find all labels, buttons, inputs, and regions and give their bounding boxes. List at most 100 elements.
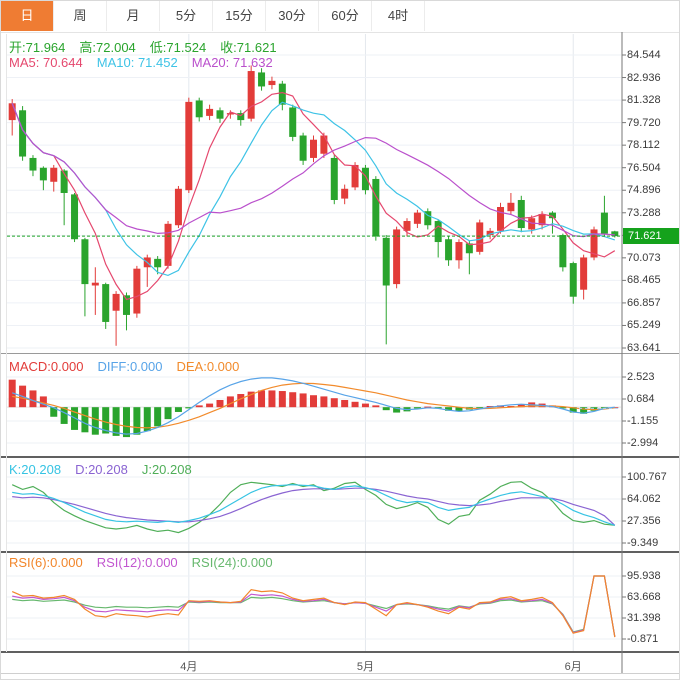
y-axis-label: 63.641 <box>627 342 661 354</box>
macd-bar <box>216 400 224 408</box>
tab-1[interactable]: 周 <box>54 1 107 31</box>
candle-body <box>434 221 442 243</box>
macd-bar <box>206 403 214 408</box>
candle-body <box>226 113 234 115</box>
current-price-tag: 71.621 <box>623 228 679 245</box>
macd-bar <box>39 396 47 408</box>
candle-body <box>112 293 120 311</box>
ma20-value: MA20: 71.632 <box>191 55 273 70</box>
x-axis-label: 4月 <box>180 661 198 673</box>
macd-bar <box>50 407 58 417</box>
tab-0[interactable]: 日 <box>1 1 54 31</box>
tab-4[interactable]: 15分 <box>213 1 266 31</box>
y-axis-label: 2.523 <box>627 371 655 383</box>
macd-bar <box>361 403 369 408</box>
ohlc-low: 低:71.524 <box>149 40 207 55</box>
tab-2[interactable]: 月 <box>107 1 160 31</box>
candle-body <box>413 212 421 224</box>
ohlc-high: 高:72.004 <box>79 40 136 55</box>
macd-bar <box>372 405 380 408</box>
candle-body <box>133 268 141 314</box>
tab-6[interactable]: 60分 <box>319 1 372 31</box>
macd-bar <box>600 407 608 409</box>
macd-bar <box>185 407 193 409</box>
candle-body <box>330 157 338 200</box>
candle-body <box>154 258 162 268</box>
macd-bar <box>91 407 99 435</box>
candle-body <box>611 231 619 237</box>
y-axis-label: 78.112 <box>627 139 660 152</box>
rsi12-value: RSI(12):0.000 <box>96 555 178 570</box>
candle-body <box>382 237 390 286</box>
macd-bar <box>154 407 162 427</box>
macd-bar <box>102 407 110 434</box>
y-axis-label: 82.936 <box>627 71 661 84</box>
y-axis-label: 76.504 <box>627 161 661 174</box>
macd-bar <box>237 394 245 408</box>
ma5-value: MA5: 70.644 <box>9 55 83 70</box>
tab-7[interactable]: 4时 <box>372 1 425 31</box>
candle-body <box>268 80 276 86</box>
macd-row: MACD:0.000 DIFF:0.000 DEA:0.000 <box>9 359 253 374</box>
j-value: J:20.208 <box>141 462 192 477</box>
diff-value: DIFF:0.000 <box>97 359 163 374</box>
candle-body <box>310 139 317 158</box>
kdj-row: K:20.208 D:20.208 J:20.208 <box>9 462 206 477</box>
tab-5[interactable]: 30分 <box>266 1 319 31</box>
y-axis-label: 27.356 <box>627 515 661 527</box>
macd-bar <box>413 407 421 409</box>
ma10-value: MA10: 71.452 <box>96 55 178 70</box>
macd-bar <box>29 390 37 408</box>
candle-body <box>600 212 608 234</box>
macd-bar <box>559 407 567 409</box>
tab-3[interactable]: 5分 <box>160 1 213 31</box>
y-axis-label: -9.349 <box>627 537 659 549</box>
macd-bar <box>486 405 494 408</box>
candle-body <box>361 167 369 191</box>
macd-bar <box>60 407 68 424</box>
macd-bar <box>247 391 255 408</box>
macd-bar <box>122 407 130 438</box>
macd-bar <box>434 407 442 409</box>
candle-body <box>122 295 130 315</box>
candle-body <box>278 83 286 105</box>
candle-body <box>247 71 255 119</box>
candle-body <box>174 188 182 226</box>
macd-bar <box>174 407 182 412</box>
y-axis-label: -1.155 <box>627 415 659 427</box>
candle-body <box>206 108 214 116</box>
candle-body <box>341 188 349 199</box>
macd-bar <box>445 407 453 411</box>
macd-bar <box>289 392 297 408</box>
y-axis-label: 63.668 <box>627 591 661 603</box>
dea-line <box>12 382 615 429</box>
y-axis-label: 0.684 <box>627 393 655 405</box>
candle-body <box>403 221 411 231</box>
macd-bar <box>393 407 401 413</box>
ma5-line <box>11 91 616 301</box>
candle-body <box>258 72 266 87</box>
macd-bar <box>268 390 276 408</box>
macd-bar <box>112 407 120 436</box>
rsi24-line <box>12 575 616 637</box>
candle-body <box>60 170 68 193</box>
candle-body <box>517 199 525 229</box>
candle-body <box>465 243 473 254</box>
y-axis-label: 31.398 <box>627 612 661 624</box>
ohlc-open: 开:71.964 <box>9 40 66 55</box>
macd-bar <box>278 391 286 408</box>
y-axis-label: 68.465 <box>627 274 661 287</box>
y-axis-label: 95.938 <box>627 570 661 582</box>
y-axis-label: 70.073 <box>627 251 661 264</box>
candle-body <box>19 110 27 157</box>
candle-body <box>445 239 453 261</box>
y-axis-label: 66.857 <box>627 296 661 309</box>
candle-body <box>351 164 359 188</box>
candle-body <box>548 212 556 219</box>
macd-bar <box>195 405 203 408</box>
rsi12-line <box>12 575 616 637</box>
macd-bar <box>507 405 515 408</box>
macd-bar <box>476 407 484 409</box>
macd-bar <box>341 400 349 408</box>
chart-canvas[interactable] <box>1 32 680 680</box>
